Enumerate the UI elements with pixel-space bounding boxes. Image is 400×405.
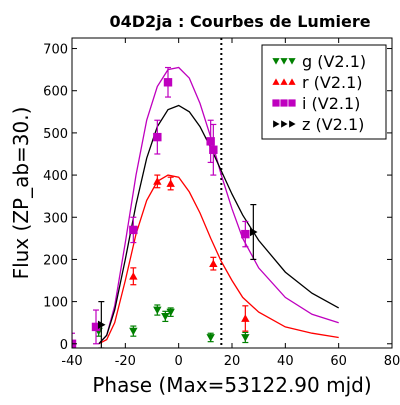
- data-point-r-0: [129, 272, 138, 280]
- y-tick-label: 700: [43, 43, 68, 58]
- y-tick-label: 200: [43, 253, 68, 268]
- data-point-g-4: [166, 308, 175, 317]
- x-tick-label: 20: [224, 354, 241, 369]
- y-tick-label: 300: [43, 211, 68, 226]
- x-axis-label: Phase (Max=53122.90 mjd): [92, 373, 371, 397]
- plot-area: [72, 38, 340, 348]
- data-point-g-1: [129, 327, 138, 336]
- data-point-z-1: [249, 227, 258, 237]
- data-point-g-6: [241, 334, 250, 342]
- data-point-i-5: [206, 137, 215, 146]
- axes: -40 -20 0 20 40 60 80 0 100 200 300 400 500 600 700: [43, 38, 400, 369]
- y-tick-label: 600: [43, 85, 68, 100]
- data-point-i-6: [209, 145, 218, 154]
- legend-marker-g: [272, 58, 280, 65]
- data-point-g-3: [161, 313, 170, 321]
- legend-marker-i: [272, 99, 280, 107]
- x-tick-label: 80: [384, 354, 400, 369]
- legend-label-g: g (V2.1): [302, 52, 366, 71]
- legend-marker-z: [289, 120, 296, 128]
- y-tick-label: 500: [43, 127, 68, 142]
- data-point-r-3: [209, 259, 218, 268]
- model-curve-i: [98, 66, 339, 345]
- y-tick-label: 0: [60, 338, 68, 353]
- legend-marker-g: [280, 58, 288, 65]
- plot-inner: [72, 38, 340, 348]
- legend: g (V2.1) r (V2.1) i (V2.1) z (V2.1): [261, 44, 387, 140]
- x-tick-label: 60: [330, 354, 347, 369]
- legend-marker-r: [280, 78, 288, 85]
- data-point-i-7: [241, 229, 250, 239]
- data-point-i-2: [129, 225, 138, 235]
- legend-marker-z: [281, 120, 288, 128]
- legend-marker-z: [273, 120, 280, 128]
- data-point-g-2: [153, 306, 162, 315]
- x-tick-label: -20: [115, 354, 136, 369]
- data-point-r-4: [241, 314, 250, 322]
- x-tick-label: 40: [277, 354, 294, 369]
- legend-label-r: r (V2.1): [302, 73, 363, 92]
- data-point-r-1: [153, 177, 162, 185]
- legend-marker-g: [288, 58, 296, 65]
- model-curve-z: [98, 104, 340, 345]
- legend-marker-i: [288, 99, 296, 107]
- data-point-z-0: [97, 320, 106, 330]
- chart-title: 04D2ja : Courbes de Lumiere: [109, 12, 370, 31]
- x-tick-label: 0: [175, 354, 183, 369]
- y-axis-label: Flux (ZP_ab=30.): [9, 107, 33, 280]
- legend-label-i: i (V2.1): [302, 94, 360, 113]
- data-point-i-1: [91, 322, 101, 332]
- data-point-i-3: [153, 132, 162, 142]
- y-tick-label: 100: [43, 296, 68, 311]
- legend-marker-r: [288, 78, 296, 85]
- legend-label-z: z (V2.1): [302, 115, 364, 134]
- data-point-r-2: [166, 179, 175, 187]
- legend-marker-i: [280, 99, 288, 107]
- model-curve-r: [98, 174, 339, 345]
- data-point-g-5: [206, 334, 215, 342]
- legend-marker-r: [272, 78, 280, 85]
- y-tick-label: 400: [43, 169, 68, 184]
- x-tick-label: -40: [61, 354, 82, 369]
- data-point-i-4: [163, 78, 173, 87]
